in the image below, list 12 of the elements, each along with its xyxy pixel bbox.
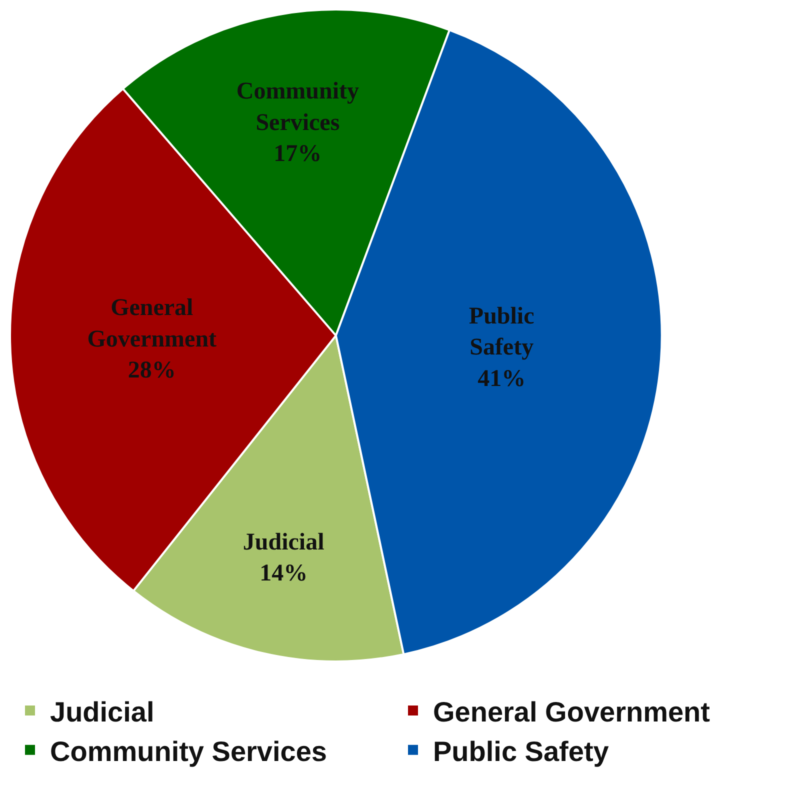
slice-label: Community Services bbox=[236, 78, 360, 136]
legend-label: Community Services bbox=[50, 736, 327, 767]
data-label: 14% bbox=[260, 560, 308, 587]
legend-label: Judicial bbox=[50, 696, 154, 728]
slice-label: Public Safety bbox=[468, 303, 535, 361]
data-label: 41% bbox=[478, 366, 526, 392]
legend-label: Public Safety bbox=[433, 736, 610, 767]
slice-label: General Government bbox=[87, 295, 217, 352]
data-label: 17% bbox=[274, 141, 322, 168]
data-label: 28% bbox=[128, 358, 176, 384]
legend-label: General Government bbox=[433, 696, 710, 728]
slice-label: Judicial bbox=[242, 529, 325, 556]
